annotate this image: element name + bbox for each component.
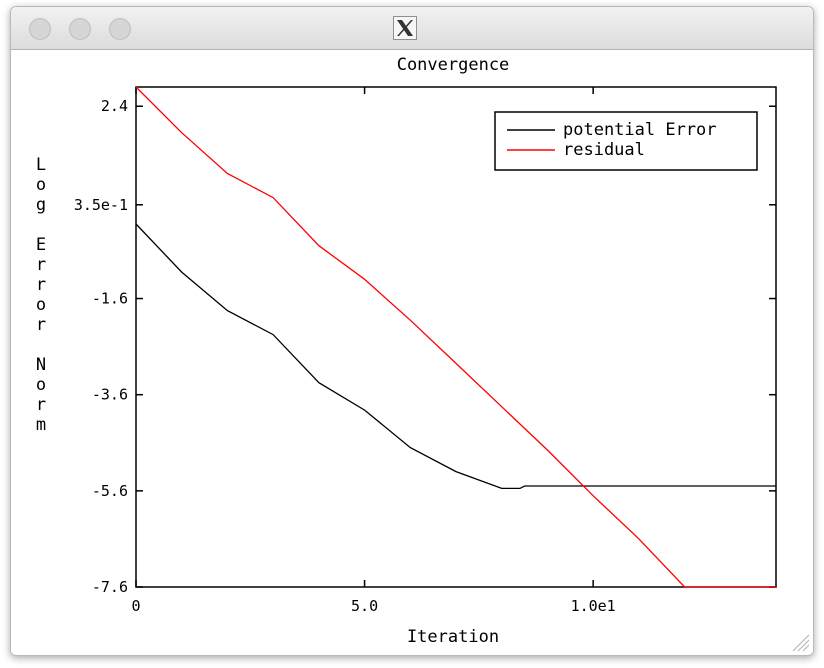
x-tick-label: 1.0e1 — [571, 597, 616, 615]
x11-icon — [393, 16, 417, 40]
plot-window: Convergence 0 5.0 1.0e1 2.4 3.5e-1 -1.6 -3.6 -… — [10, 6, 814, 656]
x-tick-label: 5.0 — [351, 597, 378, 615]
y-tick-label: -7.6 — [92, 578, 128, 596]
x-axis-label: Iteration — [407, 627, 499, 647]
convergence-chart: Convergence 0 5.0 1.0e1 2.4 3.5e-1 -1.6 -3.6 -… — [36, 55, 777, 647]
y-tick-label: -1.6 — [92, 290, 128, 308]
y-tick-label: 3.5e-1 — [74, 196, 128, 214]
zoom-button[interactable] — [109, 18, 131, 40]
y-tick-label: 2.4 — [101, 97, 128, 115]
x-axis: 0 5.0 1.0e1 — [131, 87, 616, 615]
plot-area: Convergence 0 5.0 1.0e1 2.4 3.5e-1 -1.6 -3.6 -… — [11, 50, 813, 655]
plot-frame — [135, 86, 777, 588]
series-lines — [135, 86, 776, 588]
title-bar[interactable] — [11, 7, 813, 50]
series-line-0 — [135, 223, 776, 490]
chart-title: Convergence — [397, 55, 510, 75]
close-button[interactable] — [29, 18, 51, 40]
resize-grip-icon[interactable] — [787, 629, 811, 653]
y-tick-label: -3.6 — [92, 386, 128, 404]
legend-label: residual — [563, 140, 645, 160]
y-tick-label: -5.6 — [92, 482, 128, 500]
y-axis: 2.4 3.5e-1 -1.6 -3.6 -5.6 -7.6 — [74, 97, 776, 596]
legend-label: potential Error — [563, 120, 717, 140]
legend-box — [494, 111, 758, 171]
series-line-1 — [135, 86, 776, 588]
minimize-button[interactable] — [69, 18, 91, 40]
x-tick-label: 0 — [131, 597, 140, 615]
